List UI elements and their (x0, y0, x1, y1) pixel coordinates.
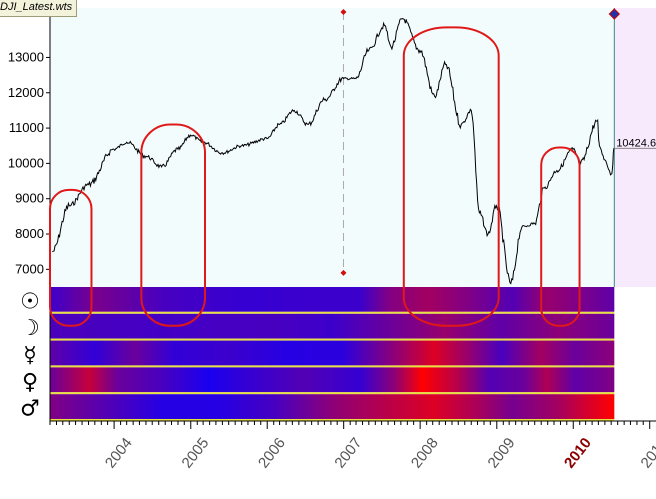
band-separator (50, 419, 615, 421)
last-bar-diamond (608, 8, 621, 20)
mercury-band[interactable] (50, 340, 615, 366)
future-zone (614, 8, 656, 287)
band-separator (50, 392, 615, 395)
mercury-glyph-icon: ☿ (23, 343, 37, 368)
moon-band[interactable] (50, 313, 615, 339)
venus-band[interactable] (50, 367, 615, 393)
y-tick-label: 12000 (8, 85, 44, 100)
y-tick-label: 9000 (15, 191, 44, 206)
year-label: 2005 (179, 435, 213, 472)
y-tick-label: 13000 (8, 49, 44, 64)
file-tab[interactable]: DJI_Latest.wts (0, 0, 78, 17)
year-label: 2007 (331, 435, 365, 472)
mars-glyph-icon: ♂ (20, 397, 40, 422)
highlight-ellipse (140, 123, 207, 327)
marker-top-diamond (340, 9, 347, 15)
mars-band[interactable] (50, 394, 615, 419)
y-tick-label: 8000 (15, 226, 44, 241)
sun-band[interactable] (50, 287, 615, 312)
y-tick-label: 11000 (9, 120, 44, 135)
highlight-ellipse (402, 26, 500, 327)
price-panel (50, 8, 615, 287)
sun-glyph-icon: ☉ (20, 289, 40, 314)
band-separator (50, 311, 615, 314)
year-label: 2008 (408, 435, 442, 472)
venus-glyph-icon: ♀ (22, 370, 38, 395)
marker-bottom-diamond (340, 269, 347, 276)
year-label: 2010 (561, 435, 595, 472)
band-separator (50, 365, 615, 368)
y-tick-label: 7000 (15, 261, 44, 276)
year-label: 2006 (255, 435, 289, 472)
year-label: 2004 (102, 435, 136, 472)
year-label: 2009 (485, 435, 519, 472)
price-series-line (52, 18, 615, 285)
moon-glyph-icon: ☽ (20, 316, 40, 341)
last-price-label: 10424.62 (616, 137, 656, 149)
band-separator (50, 338, 615, 341)
year-label: 2011 (637, 436, 656, 472)
highlight-ellipse (49, 188, 93, 327)
y-tick-label: 10000 (8, 155, 44, 170)
heatmap-future-blank (614, 287, 656, 421)
highlight-ellipse (540, 146, 581, 327)
